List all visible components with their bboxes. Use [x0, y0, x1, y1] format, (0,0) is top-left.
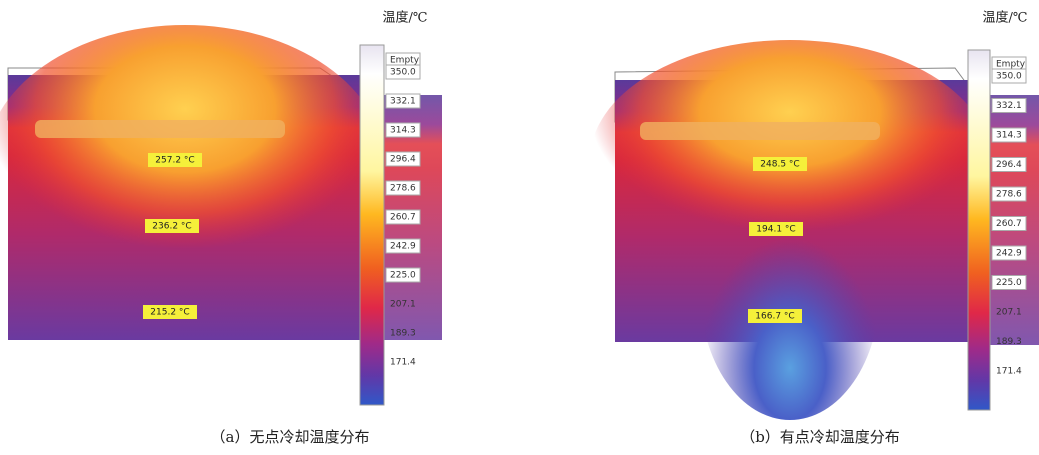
probe-label: 194.1 °C: [756, 225, 795, 235]
colorbar-label: 314.3: [996, 131, 1022, 141]
colorbar-label: 278.6: [996, 190, 1022, 200]
probe-label: 215.2 °C: [150, 308, 189, 318]
colorbar: [968, 50, 990, 410]
colorbar-label: 296.4: [996, 160, 1022, 170]
colorbar-label: 260.7: [390, 213, 416, 223]
colorbar-label: 189.3: [996, 337, 1022, 347]
caption: （a）无点冷却温度分布: [211, 428, 370, 446]
probe-label: 166.7 °C: [755, 312, 794, 322]
probe-label: 257.2 °C: [155, 156, 194, 166]
cool-zone: [700, 160, 880, 420]
colorbar-label: 225.0: [390, 271, 416, 281]
part-shape: [35, 120, 285, 138]
colorbar-label: 171.4: [996, 367, 1022, 377]
figure: 温度/℃ （a）无点冷却温度分布 温度/℃ （b）有点冷却温度分布 Empty 3…: [0, 0, 1039, 455]
colorbar-label: 207.1: [390, 300, 416, 310]
part-shape: [640, 122, 880, 140]
probe-label: 236.2 °C: [152, 222, 191, 232]
colorbar-label: 242.9: [390, 242, 416, 252]
colorbar-label: 260.7: [996, 219, 1022, 229]
colorbar-label: Empty: [390, 56, 420, 66]
unit-label: 温度/℃: [983, 10, 1028, 26]
colorbar-label: Empty: [996, 60, 1026, 70]
colorbar-label: 278.6: [390, 184, 416, 194]
colorbar-label: 242.9: [996, 249, 1022, 259]
colorbar-label: 189.3: [390, 329, 416, 339]
probe-label: 248.5 °C: [760, 160, 799, 170]
colorbar-label: 350.0: [390, 68, 416, 78]
colorbar-label: 207.1: [996, 308, 1022, 318]
colorbar-label: 332.1: [390, 97, 416, 107]
unit-label: 温度/℃: [383, 10, 428, 26]
colorbar-label: 171.4: [390, 358, 416, 368]
caption: （b）有点冷却温度分布: [740, 428, 900, 446]
colorbar-label: 350.0: [996, 72, 1022, 82]
colorbar: [360, 45, 384, 405]
colorbar-label: 225.0: [996, 278, 1022, 288]
colorbar-label: 314.3: [390, 126, 416, 136]
panel-a: 温度/℃ （a）无点冷却温度分布: [0, 10, 442, 447]
panel-b: 温度/℃ （b）有点冷却温度分布: [590, 10, 1039, 447]
colorbar-label: 296.4: [390, 155, 416, 165]
colorbar-label: 332.1: [996, 101, 1022, 111]
